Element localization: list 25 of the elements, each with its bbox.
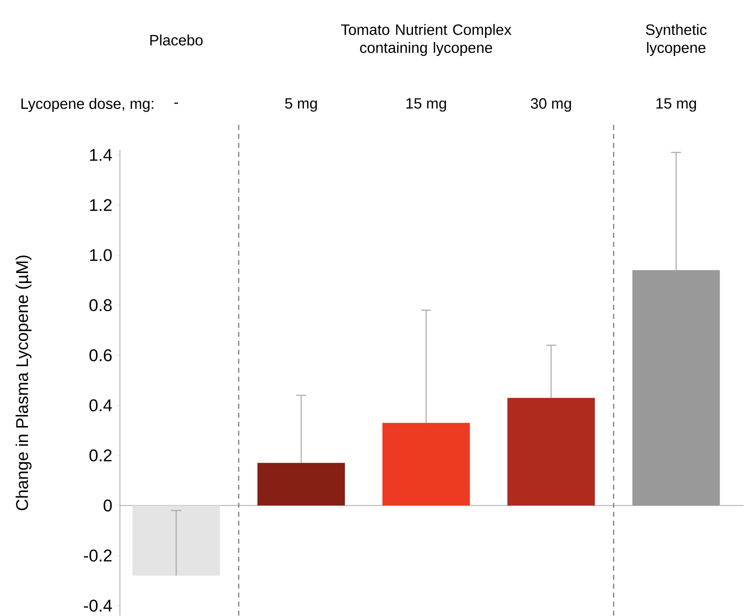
y-axis-title: Change in Plasma Lycopene (µM) (16, 255, 32, 510)
x-axis-title: Lycopene dose, mg: (21, 98, 154, 112)
y-tick-label: 0.8 (89, 299, 112, 312)
text: Tomato Nutrient Complex containing lycopene (341, 24, 512, 56)
bar (257, 462, 345, 506)
y-tick-label: 1.2 (90, 198, 112, 211)
y-tick-label: 1.0 (90, 248, 112, 261)
bar (132, 505, 220, 576)
y-tick-label: 0.4 (89, 399, 112, 412)
y-tick-label: 0.6 (89, 349, 112, 362)
y-tick-label: 0.2 (89, 449, 112, 462)
x-tick-label: 30 mg (530, 98, 571, 112)
text: Placebo (150, 34, 203, 46)
y-tick-label: 0 (104, 499, 112, 512)
y-tick-label: -0.2 (84, 549, 112, 562)
bar (632, 270, 720, 506)
text: Synthetic lycopene (646, 24, 707, 56)
x-tick-label: - (174, 102, 178, 104)
y-tick-label: -0.4 (84, 600, 112, 612)
x-tick-label: 15 mg (406, 98, 446, 112)
x-tick-label: 5 mg (285, 98, 317, 112)
bar (507, 398, 595, 506)
x-tick-label: 15 mg (656, 98, 696, 112)
y-tick-label: 1.4 (90, 148, 112, 161)
bar (382, 422, 470, 506)
